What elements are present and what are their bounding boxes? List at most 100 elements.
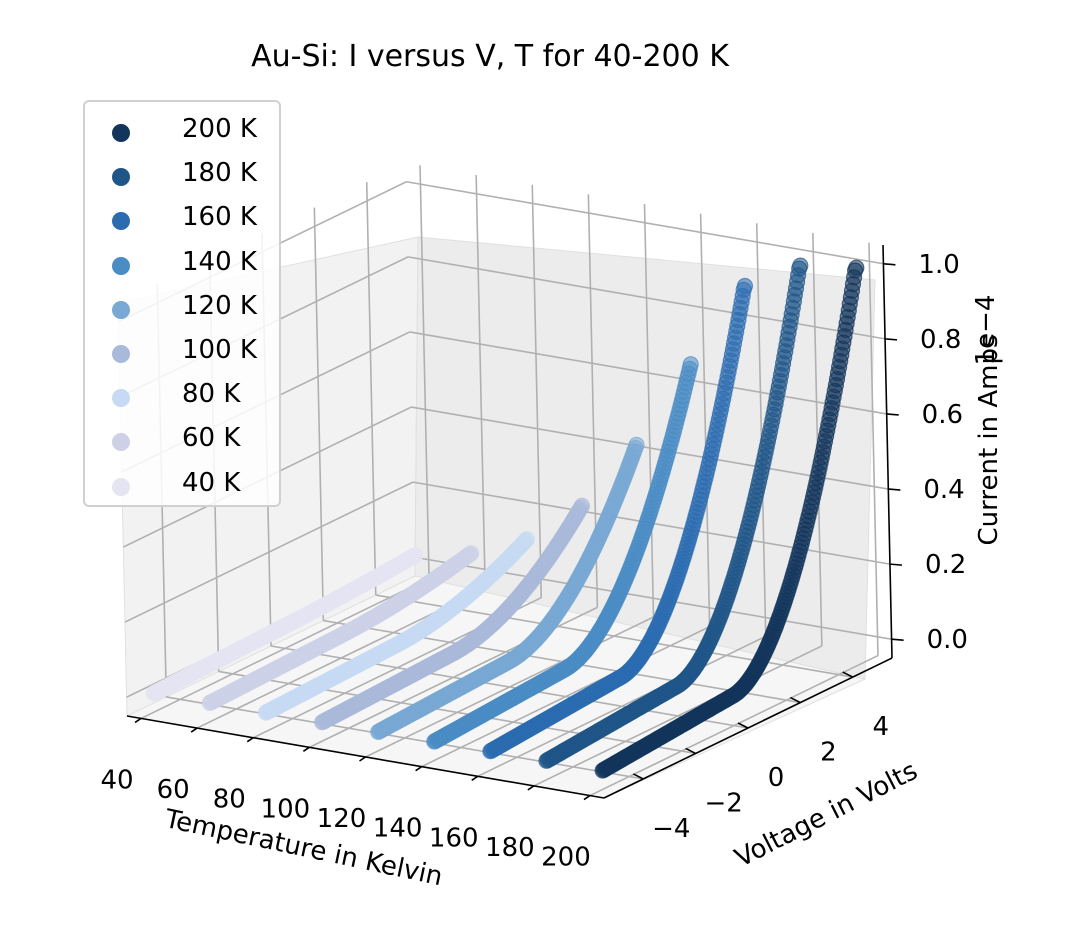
grid-line (475, 175, 486, 589)
grid-line (868, 242, 879, 656)
legend-marker (112, 124, 130, 142)
grid-line (365, 182, 377, 596)
x-tick-label: 180 (485, 833, 535, 863)
grid-line (419, 165, 430, 579)
legend-label: 60 K (182, 423, 241, 454)
series-100K (314, 497, 591, 731)
legend-marker (112, 345, 130, 363)
series-140K (426, 356, 699, 750)
axes (126, 244, 904, 801)
z-tick-mark (886, 413, 899, 416)
data-point (573, 497, 591, 514)
tick-labels: 40 60 80 100 120 140 160 180 200 −4 −2 0 2 4 0.0 0.2 0.4… (100, 250, 967, 873)
z-offset-label: 1e−4 (971, 295, 1001, 366)
z-tick-label: 0.6 (922, 400, 963, 430)
z-tick-mark (888, 488, 901, 491)
series-160K (482, 277, 754, 760)
z-tick-label: 0.8 (920, 325, 961, 355)
series-40K (145, 547, 424, 702)
series-180K (538, 257, 809, 769)
data-point (848, 259, 865, 276)
x-tick-label: 80 (213, 785, 246, 815)
x-tick-mark (190, 727, 198, 733)
series-80K (257, 531, 535, 721)
legend-marker (112, 168, 130, 187)
x-tick-mark (583, 794, 591, 801)
z-tick-mark (884, 338, 898, 341)
z-tick-label: 1.0 (918, 250, 959, 280)
x-tick-label: 60 (157, 775, 190, 805)
legend-marker (112, 256, 130, 275)
x-tick-mark (471, 775, 479, 781)
legend-label: 180 K (182, 158, 257, 189)
data-point (736, 277, 754, 295)
legend-marker (112, 212, 130, 231)
data-point (792, 257, 809, 274)
x-tick-mark (527, 785, 535, 791)
legend-marker (112, 300, 130, 319)
grid-line (699, 213, 711, 627)
legend-marker (112, 433, 130, 452)
z-tick-label: 0.0 (927, 625, 968, 655)
grid-line (409, 331, 887, 415)
legend: 200 K 180 K 160 K 140 K 120 K 100 K 80 K 60 K 40… (83, 100, 281, 507)
x-tick-label: 120 (317, 804, 367, 834)
grid-line (407, 256, 886, 340)
legend-label: 40 K (182, 467, 241, 498)
z-tick-mark (889, 563, 903, 566)
grid-line (531, 184, 543, 598)
series-200K (594, 259, 865, 779)
data-point (463, 545, 480, 562)
z-tick-mark (883, 262, 896, 266)
legend-label: 100 K (182, 335, 257, 365)
z-tick-label: 0.4 (923, 475, 964, 505)
grid-line (643, 203, 655, 618)
series-120K (370, 436, 645, 741)
legend-item: 80 K (85, 371, 281, 415)
y-tick-mark (737, 722, 749, 729)
y-axis-label: Voltage in Volts (730, 756, 922, 874)
x-tick-mark (359, 756, 366, 762)
y-tick-label: 0 (768, 763, 785, 793)
grid-line (411, 406, 889, 490)
grid-line (313, 207, 325, 621)
legend-item: 200 K (85, 106, 281, 150)
y-tick-mark (842, 671, 854, 678)
legend-label: 120 K (182, 290, 257, 321)
y-tick-label: 2 (820, 738, 837, 768)
y-tick-mark (685, 747, 696, 755)
legend-item: 140 K (85, 239, 281, 283)
chart-title: Au-Si: I versus V, T for 40-200 K (251, 39, 730, 74)
grid-line (406, 180, 884, 265)
legend-item: 100 K (85, 327, 281, 371)
y-tick-label: −2 (704, 788, 742, 818)
y-tick-mark (632, 773, 644, 780)
legend-label: 80 K (182, 379, 241, 410)
legend-marker (112, 477, 130, 496)
legend-item: 160 K (85, 194, 281, 238)
x-tick-label: 100 (261, 794, 311, 824)
data-points (145, 257, 865, 779)
legend-label: 200 K (182, 114, 257, 144)
x-tick-mark (302, 746, 310, 753)
legend-label: 160 K (182, 202, 257, 233)
grid-line (166, 696, 644, 780)
y-tick-label: −4 (652, 814, 690, 844)
legend-marker (112, 389, 130, 408)
y-tick-label: 4 (872, 712, 889, 742)
y-tick-mark (790, 696, 801, 704)
legend-item: 180 K (85, 150, 281, 194)
z-tick-mark (891, 638, 904, 642)
z-axis-label: Current in Amps (974, 334, 1004, 545)
data-point (518, 531, 535, 548)
grid-line (218, 670, 696, 755)
series-60K (201, 545, 480, 712)
grid-line (124, 481, 414, 623)
x-tick-label: 200 (541, 843, 591, 873)
legend-item: 60 K (85, 415, 281, 459)
legend-label: 140 K (182, 246, 257, 277)
data-point (407, 547, 424, 564)
legend-item: 120 K (85, 283, 281, 327)
data-point (628, 436, 645, 453)
